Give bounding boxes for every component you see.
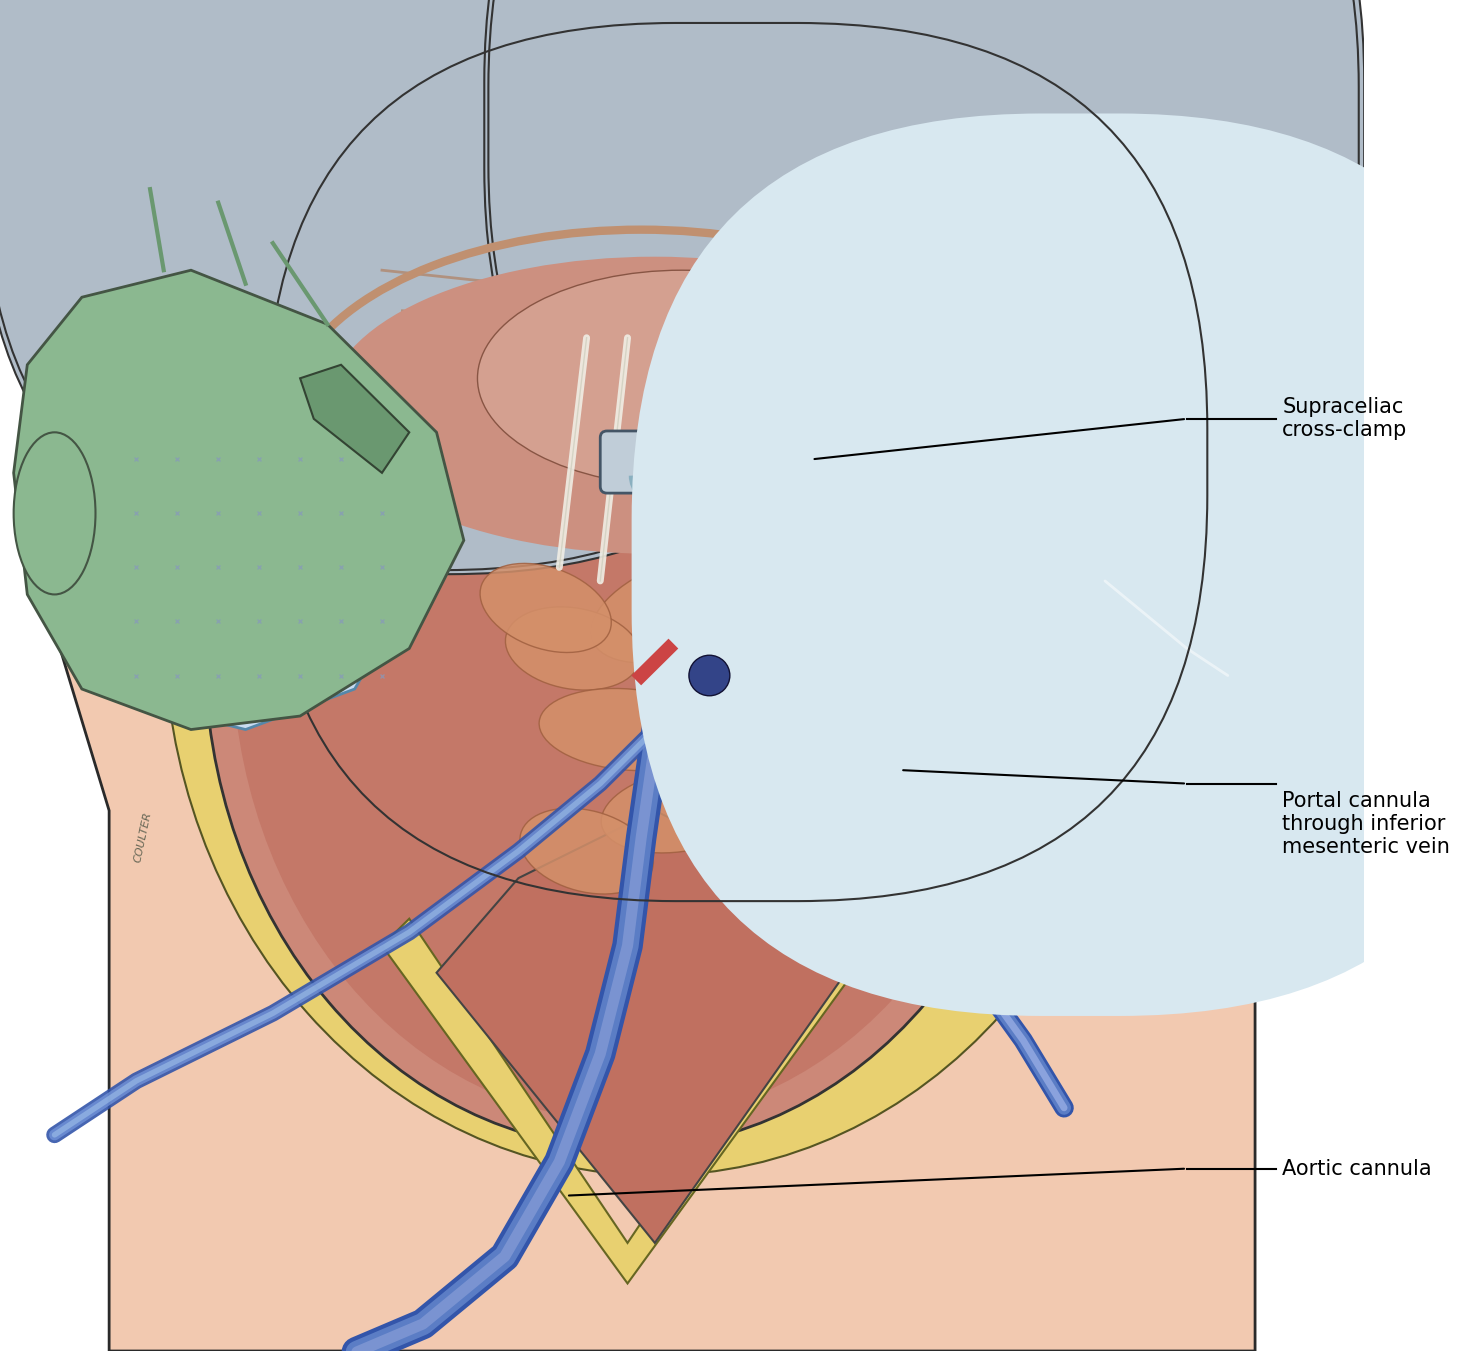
Polygon shape <box>791 473 1064 865</box>
Ellipse shape <box>602 769 763 852</box>
Ellipse shape <box>520 808 653 894</box>
FancyBboxPatch shape <box>489 0 1359 570</box>
Polygon shape <box>28 0 1337 1351</box>
Polygon shape <box>436 811 846 1243</box>
FancyBboxPatch shape <box>0 0 854 570</box>
Ellipse shape <box>477 270 887 486</box>
Ellipse shape <box>539 689 716 770</box>
Polygon shape <box>382 919 873 1283</box>
Ellipse shape <box>706 792 849 884</box>
Ellipse shape <box>755 559 881 657</box>
Text: COULTER: COULTER <box>133 812 154 863</box>
Polygon shape <box>300 365 410 473</box>
Ellipse shape <box>13 432 95 594</box>
Ellipse shape <box>1023 209 1323 439</box>
Text: Aortic cannula: Aortic cannula <box>1282 1159 1432 1178</box>
Polygon shape <box>13 270 464 730</box>
Text: Supraceliac
cross-clamp: Supraceliac cross-clamp <box>1282 397 1407 440</box>
Ellipse shape <box>679 677 821 782</box>
Ellipse shape <box>480 563 612 653</box>
Ellipse shape <box>41 209 341 439</box>
FancyBboxPatch shape <box>600 431 859 493</box>
Circle shape <box>690 655 731 696</box>
Polygon shape <box>410 14 982 270</box>
Ellipse shape <box>591 553 773 663</box>
Text: Portal cannula
through inferior
mesenteric vein: Portal cannula through inferior mesenter… <box>1282 790 1451 858</box>
Ellipse shape <box>697 598 858 698</box>
FancyBboxPatch shape <box>1031 507 1132 621</box>
FancyBboxPatch shape <box>0 0 859 574</box>
FancyBboxPatch shape <box>485 0 1364 574</box>
Ellipse shape <box>328 257 982 554</box>
FancyBboxPatch shape <box>631 113 1464 1016</box>
Ellipse shape <box>164 68 1146 1175</box>
Ellipse shape <box>231 176 1023 1121</box>
Ellipse shape <box>505 607 641 690</box>
Polygon shape <box>82 432 410 730</box>
Ellipse shape <box>205 149 1051 1148</box>
